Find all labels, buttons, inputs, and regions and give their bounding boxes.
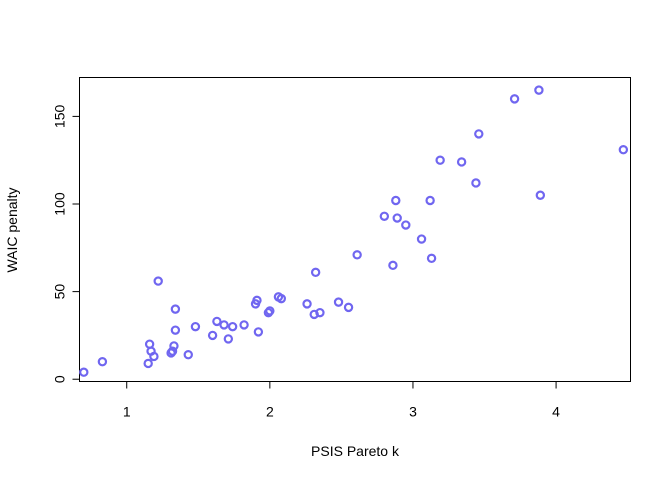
data-point xyxy=(535,190,546,200)
data-point xyxy=(219,320,229,330)
data-point xyxy=(167,346,178,356)
data-point xyxy=(190,321,201,332)
data-point xyxy=(379,211,390,221)
y-tick-label: 50 xyxy=(52,284,68,300)
data-point xyxy=(618,144,629,155)
data-point xyxy=(315,307,325,318)
data-point xyxy=(239,320,249,330)
data-point xyxy=(153,276,163,286)
y-tick-label: 0 xyxy=(52,375,68,383)
data-point xyxy=(509,94,520,104)
data-points xyxy=(79,85,629,377)
data-point xyxy=(265,306,275,316)
data-point xyxy=(143,358,153,369)
data-point xyxy=(388,260,398,271)
x-tick-label: 1 xyxy=(123,404,131,420)
data-point xyxy=(169,341,179,351)
data-point xyxy=(227,321,238,332)
data-point xyxy=(79,367,89,377)
data-point xyxy=(416,234,427,244)
data-point xyxy=(302,299,312,309)
data-point xyxy=(401,220,411,230)
x-tick-label: 4 xyxy=(552,404,560,420)
y-tick-label: 150 xyxy=(52,105,68,129)
data-point xyxy=(253,327,264,337)
x-axis: 1 2 3 4 xyxy=(123,381,560,420)
data-point xyxy=(426,253,437,264)
data-point xyxy=(456,157,467,167)
data-point xyxy=(392,213,402,223)
data-point xyxy=(149,351,159,362)
x-tick-label: 2 xyxy=(266,404,274,420)
data-point xyxy=(252,295,262,306)
data-point xyxy=(391,195,401,206)
y-axis-title: WAIC penalty xyxy=(4,187,20,272)
data-point xyxy=(343,302,354,313)
data-point xyxy=(276,293,286,304)
data-point xyxy=(310,267,321,278)
x-tick-label: 3 xyxy=(409,404,417,420)
data-point xyxy=(170,304,181,314)
data-point xyxy=(97,357,108,367)
data-point xyxy=(170,325,181,335)
data-point xyxy=(223,334,234,344)
y-axis: 0 50 100 150 xyxy=(52,105,80,383)
data-point xyxy=(425,195,435,206)
y-tick-label: 100 xyxy=(52,192,68,216)
plot-frame xyxy=(79,77,631,382)
x-axis-title: PSIS Pareto k xyxy=(311,443,400,459)
data-point xyxy=(474,129,484,139)
data-point xyxy=(352,250,362,260)
data-point xyxy=(212,316,222,327)
data-point xyxy=(534,85,544,95)
data-point xyxy=(183,349,193,360)
data-point xyxy=(207,330,218,341)
data-point xyxy=(333,297,344,307)
data-point xyxy=(471,178,481,188)
data-point xyxy=(435,155,445,165)
